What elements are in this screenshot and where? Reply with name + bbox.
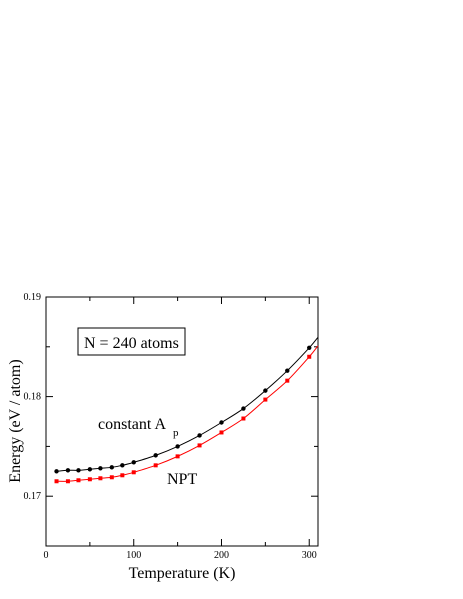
constant-ap-point <box>120 463 125 468</box>
npt-point <box>120 473 125 478</box>
constant-ap-point <box>109 465 115 470</box>
npt-line <box>56 345 319 482</box>
npt-point <box>263 397 268 402</box>
series-layer <box>54 336 319 484</box>
x-tick-label: 200 <box>214 550 229 561</box>
constant-ap-point <box>153 453 158 458</box>
y-tick-label: 0.18 <box>24 392 42 403</box>
y-axis-label: Energy (eV / atom) <box>7 359 24 482</box>
constant-ap-point <box>197 433 202 438</box>
npt-point <box>285 378 290 383</box>
x-tick-label: 300 <box>302 550 317 561</box>
constant-ap-point <box>76 468 81 473</box>
constant-ap-label: constant A <box>98 416 166 433</box>
constant-ap-point <box>131 460 136 465</box>
npt-point <box>153 463 158 468</box>
atoms-box-text: N = 240 atoms <box>84 335 179 352</box>
constant-ap-point <box>87 467 93 472</box>
constant-ap-point <box>263 388 268 393</box>
constant-ap-point <box>307 345 312 350</box>
npt-point <box>131 470 136 475</box>
constant-ap-point <box>65 468 71 473</box>
x-axis-label: Temperature (K) <box>129 565 236 582</box>
constant-ap-point <box>219 420 224 425</box>
x-tick-label: 0 <box>44 550 49 561</box>
npt-point <box>54 479 59 484</box>
plot-frame <box>45 296 319 547</box>
npt-point <box>87 477 92 482</box>
atoms-box <box>77 327 186 356</box>
npt-point <box>197 443 202 448</box>
y-tick-label: 0.17 <box>24 491 42 502</box>
npt-point <box>98 476 103 481</box>
npt-point <box>76 478 81 483</box>
npt-point <box>241 416 246 421</box>
constant-ap-point <box>175 444 180 449</box>
constant-ap-line <box>56 336 319 472</box>
npt-label: NPT <box>167 471 197 488</box>
npt-point <box>307 354 312 359</box>
axis-tick-labels: 0 100 200 300 0.17 0.18 0.19 <box>24 292 317 561</box>
npt-point <box>175 454 180 459</box>
npt-point <box>109 475 114 480</box>
constant-ap-point <box>54 469 59 474</box>
npt-point <box>65 479 70 484</box>
constant-ap-point <box>241 406 246 411</box>
x-tick-label: 100 <box>126 550 141 561</box>
y-tick-label: 0.19 <box>24 292 42 303</box>
constant-ap-point <box>98 466 103 471</box>
npt-point <box>219 430 224 435</box>
constant-ap-point <box>285 368 290 373</box>
constant-ap-subscript: p <box>173 427 179 439</box>
